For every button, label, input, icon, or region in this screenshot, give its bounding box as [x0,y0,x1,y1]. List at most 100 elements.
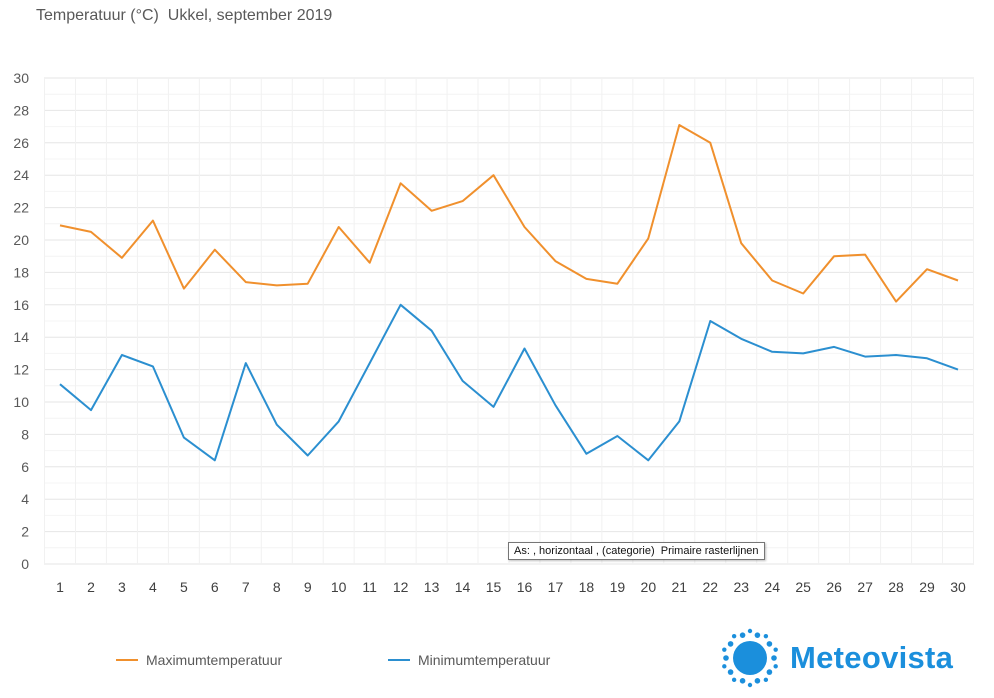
x-tick-label: 15 [486,579,502,595]
data-point[interactable] [119,352,125,358]
data-point[interactable] [769,278,775,284]
series-line-0[interactable] [59,124,959,303]
x-tick-label: 12 [393,579,409,595]
data-point[interactable] [955,367,961,373]
data-point[interactable] [460,378,466,384]
grid-lines [44,77,974,565]
x-tick-label: 28 [888,579,904,595]
data-point[interactable] [181,435,187,441]
data-point[interactable] [243,279,249,285]
data-point[interactable] [614,281,620,287]
x-tick-label: 3 [118,579,126,595]
sun-ray [763,677,769,683]
x-tick-label: 24 [764,579,780,595]
data-point[interactable] [769,349,775,355]
sun-ray [763,633,769,639]
data-point[interactable] [583,276,589,282]
data-point[interactable] [645,457,651,463]
data-point[interactable] [893,352,899,358]
data-point[interactable] [645,235,651,241]
sun-ray [722,664,727,669]
data-point[interactable] [800,290,806,296]
y-tick-label: 30 [13,70,29,86]
data-point[interactable] [336,224,342,230]
data-point[interactable] [150,218,156,224]
data-point[interactable] [707,318,713,324]
x-tick-label: 27 [857,579,873,595]
x-tick-label: 8 [273,579,281,595]
data-point[interactable] [150,363,156,369]
x-tick-label: 2 [87,579,95,595]
data-point[interactable] [924,266,930,272]
data-point[interactable] [552,402,558,408]
data-point[interactable] [429,208,435,214]
sun-ray [722,647,727,652]
data-point[interactable] [57,381,63,387]
data-point[interactable] [738,336,744,342]
data-point[interactable] [212,247,218,253]
x-tick-label: 16 [517,579,533,595]
sun-ray [766,641,773,647]
x-tick-label: 7 [242,579,250,595]
data-point[interactable] [336,418,342,424]
data-point[interactable] [862,354,868,360]
data-point[interactable] [88,229,94,235]
y-tick-label: 6 [21,459,29,475]
data-point[interactable] [676,122,682,128]
y-tick-label: 26 [13,135,29,151]
data-point[interactable] [398,302,404,308]
data-point[interactable] [831,344,837,350]
y-tick-label: 24 [13,167,29,183]
data-point[interactable] [305,281,311,287]
y-tick-label: 22 [13,200,29,216]
data-point[interactable] [367,360,373,366]
series-line-1[interactable] [59,303,959,462]
data-point[interactable] [800,350,806,356]
data-point[interactable] [212,457,218,463]
data-point[interactable] [707,140,713,146]
data-point[interactable] [88,407,94,413]
data-point[interactable] [181,286,187,292]
data-point[interactable] [367,260,373,266]
chart-title: Temperatuur (°C) Ukkel, september 2019 [36,7,333,24]
data-point[interactable] [460,198,466,204]
data-point[interactable] [243,360,249,366]
meteovista-logo[interactable]: Meteovista [718,626,953,690]
data-point[interactable] [583,451,589,457]
legend-item-min[interactable]: Minimumtemperatuur [388,652,550,668]
data-point[interactable] [614,433,620,439]
data-point[interactable] [893,299,899,305]
data-point[interactable] [831,253,837,259]
legend-item-max[interactable]: Maximumtemperatuur [116,652,282,668]
data-point[interactable] [491,172,497,178]
data-point[interactable] [305,452,311,458]
data-point[interactable] [429,328,435,334]
data-point[interactable] [398,180,404,186]
x-tick-label: 29 [919,579,935,595]
data-point[interactable] [274,282,280,288]
x-tick-label: 30 [950,579,966,595]
x-tick-label: 18 [579,579,595,595]
x-tick-label: 26 [826,579,842,595]
data-point[interactable] [862,252,868,258]
data-point[interactable] [521,346,527,352]
y-tick-label: 8 [21,426,29,442]
data-point[interactable] [676,418,682,424]
data-point[interactable] [738,240,744,246]
y-tick-label: 14 [13,329,29,345]
y-tick-label: 12 [13,362,29,378]
sun-ray [731,633,737,639]
data-point[interactable] [491,404,497,410]
data-point[interactable] [57,222,63,228]
x-tick-label: 21 [672,579,688,595]
data-point[interactable] [552,258,558,264]
data-point[interactable] [521,224,527,230]
data-point[interactable] [119,255,125,261]
data-point[interactable] [924,355,930,361]
sun-ray [731,677,737,683]
legend-swatch-max [116,659,138,661]
data-point[interactable] [955,278,961,284]
data-point[interactable] [274,422,280,428]
sun-ray [773,647,778,652]
